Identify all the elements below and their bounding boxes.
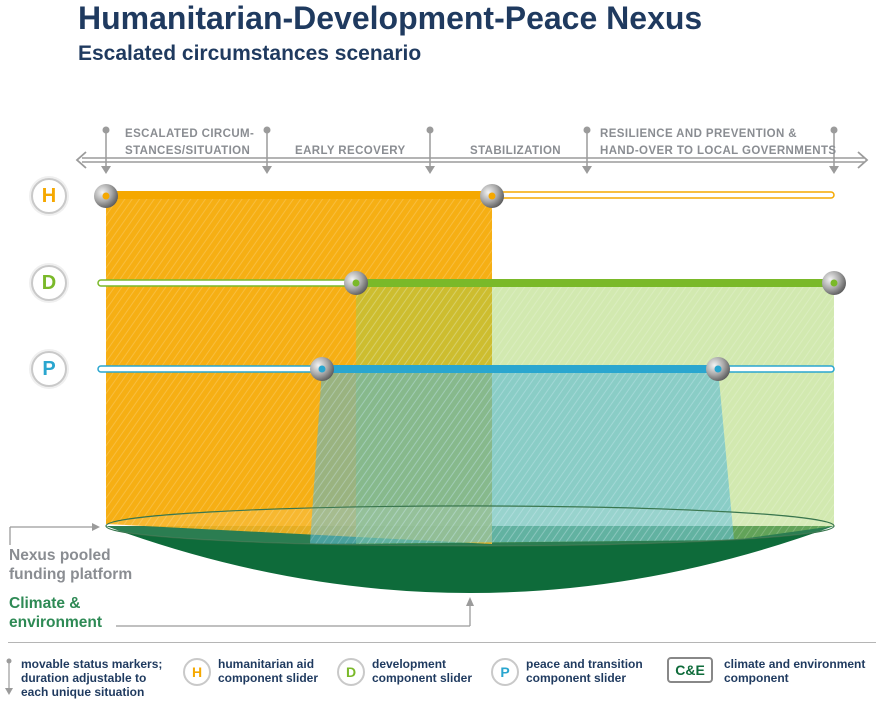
phase-marker-2	[262, 126, 272, 174]
climate-pointer-arrow	[116, 597, 474, 627]
legend-line: component	[724, 671, 789, 685]
page-title: Humanitarian-Development-Peace Nexus	[78, 0, 703, 36]
phase-label-early-recovery: EARLY RECOVERY	[295, 145, 406, 157]
climate-environment-bowl	[106, 526, 834, 593]
legend-line: component slider	[218, 671, 319, 685]
humanitarian-badge: H	[31, 178, 67, 214]
phase-marker-3	[425, 126, 435, 174]
page-subtitle: Escalated circumstances scenario	[78, 42, 422, 65]
status-marker-icon	[5, 658, 13, 695]
development-slider[interactable]	[97, 271, 846, 295]
phase-markers	[101, 126, 839, 174]
phase-label-line: HAND-OVER TO LOCAL GOVERNMENTS	[600, 145, 837, 157]
climate-line: environment	[9, 614, 103, 631]
phase-marker-5	[829, 126, 839, 174]
legend-line: movable status markers;	[21, 657, 163, 671]
pooled-funding-line: funding platform	[9, 566, 133, 583]
phase-label-stabilization: STABILIZATION	[470, 145, 562, 157]
phase-label-resilience: RESILIENCE AND PREVENTION & HAND-OVER TO…	[600, 126, 836, 160]
pooled-funding-platform	[105, 505, 835, 547]
development-badge: D	[31, 265, 67, 301]
legend-d-badge: D	[337, 658, 365, 686]
humanitarian-slider[interactable]	[94, 184, 835, 208]
pooled-funding-label: Nexus pooled funding platform	[9, 546, 132, 584]
phase-label-line: STANCES/SITUATION	[125, 145, 251, 157]
legend-ce-badge: C&E	[667, 657, 713, 683]
legend-line: peace and transition	[526, 657, 643, 671]
legend-line: each unique situation	[21, 685, 145, 699]
legend-peace: peace and transition component slider	[526, 657, 643, 685]
legend-line: duration adjustable to	[21, 671, 147, 685]
legend-climate: climate and environment component	[724, 657, 865, 685]
legend-line: development	[372, 657, 447, 671]
legend-p-badge: P	[491, 658, 519, 686]
phase-marker-4	[582, 126, 592, 174]
legend-line: climate and environment	[724, 657, 866, 671]
climate-label: Climate & environment	[9, 594, 102, 632]
peace-slider[interactable]	[97, 357, 835, 381]
legend-line: component slider	[372, 671, 473, 685]
peace-badge: P	[31, 351, 67, 387]
phase-marker-1	[101, 126, 111, 174]
legend-humanitarian: humanitarian aid component slider	[218, 657, 318, 685]
legend-line: humanitarian aid	[218, 657, 315, 671]
climate-line: Climate &	[9, 595, 81, 612]
peace-curtain	[310, 369, 734, 544]
pooled-funding-line: Nexus pooled	[9, 547, 111, 564]
legend-development: development component slider	[372, 657, 472, 685]
legend-divider	[8, 642, 876, 643]
legend-status-markers: movable status markers; duration adjusta…	[21, 657, 162, 699]
phase-label-escalated: ESCALATED CIRCUM- STANCES/SITUATION	[125, 126, 254, 160]
legend-h-badge: H	[183, 658, 211, 686]
phase-label-line: RESILIENCE AND PREVENTION &	[600, 128, 797, 140]
legend-line: component slider	[526, 671, 627, 685]
phase-label-line: ESCALATED CIRCUM-	[125, 128, 255, 140]
pooled-pointer-arrow	[9, 523, 100, 545]
timeline-axis	[75, 151, 869, 169]
